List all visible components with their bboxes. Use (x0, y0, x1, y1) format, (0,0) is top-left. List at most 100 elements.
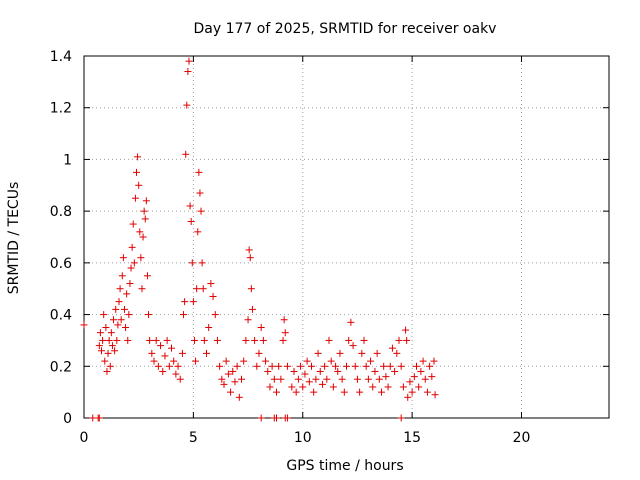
y-axis-label: SRMTID / TECUs (6, 182, 22, 295)
data-point (107, 329, 115, 337)
data-point (395, 336, 403, 344)
data-point (391, 367, 399, 375)
data-point (141, 215, 149, 223)
data-point (222, 357, 230, 365)
data-point (197, 207, 205, 215)
data-point (138, 285, 146, 293)
data-point (227, 388, 235, 396)
data-point (257, 414, 265, 422)
data-point (257, 324, 265, 331)
data-point (255, 349, 263, 357)
data-point (126, 280, 134, 288)
data-point (277, 375, 285, 383)
data-point (95, 342, 103, 350)
data-point (378, 388, 385, 396)
data-point (364, 375, 372, 383)
data-point (248, 305, 256, 313)
data-point (347, 318, 355, 326)
data-point (122, 324, 130, 331)
data-point (419, 357, 427, 365)
data-point (131, 194, 139, 202)
data-point (375, 375, 383, 383)
y-tick-label: 0 (63, 411, 72, 427)
data-point (246, 254, 254, 262)
data-point (207, 280, 215, 288)
data-point (123, 290, 131, 298)
data-point (196, 189, 204, 197)
data-point (224, 370, 232, 378)
data-point (145, 311, 153, 319)
x-tick-label: 0 (80, 430, 89, 446)
data-point (314, 349, 322, 357)
data-point (410, 373, 418, 381)
data-point (259, 336, 267, 344)
data-point (104, 349, 112, 357)
data-point (178, 349, 186, 357)
data-point (388, 344, 396, 352)
data-point (112, 305, 120, 313)
data-point (402, 326, 410, 334)
data-point (310, 388, 318, 396)
data-point (428, 373, 436, 381)
data-point (139, 233, 147, 241)
data-point (200, 336, 208, 344)
data-point (358, 349, 366, 357)
data-point (163, 336, 171, 344)
data-point (220, 380, 228, 388)
data-point (345, 336, 353, 344)
data-point (99, 336, 107, 344)
data-point (279, 336, 287, 344)
data-point (146, 336, 154, 344)
data-point (283, 414, 291, 422)
data-point (199, 285, 207, 293)
data-point (262, 357, 270, 365)
data-point (168, 344, 175, 352)
data-point (404, 393, 412, 401)
data-point (318, 380, 326, 388)
data-point (338, 375, 346, 383)
data-point (327, 357, 335, 365)
data-point (127, 264, 135, 272)
data-point (231, 378, 239, 386)
data-point (349, 342, 357, 350)
data-point (111, 347, 119, 355)
data-point (229, 367, 237, 375)
data-point (152, 336, 160, 344)
x-tick-label: 5 (189, 430, 198, 446)
y-tick-label: 0.6 (50, 256, 72, 272)
data-point (172, 370, 180, 378)
data-point (165, 362, 173, 370)
data-point (321, 362, 329, 370)
data-point (194, 228, 202, 236)
data-point (183, 101, 191, 109)
data-point (128, 243, 136, 251)
data-point (235, 393, 243, 401)
data-point (340, 388, 348, 396)
data-point (240, 357, 248, 365)
data-point (397, 414, 405, 422)
data-point (136, 228, 144, 236)
data-point (356, 388, 364, 396)
data-point (273, 388, 280, 396)
data-point (382, 373, 390, 381)
data-point (253, 362, 261, 370)
data-point (312, 375, 320, 383)
data-point (275, 362, 283, 370)
data-point (399, 383, 407, 391)
y-tick-label: 1.2 (50, 101, 72, 117)
data-point (203, 349, 210, 357)
data-point (431, 391, 439, 399)
data-point (268, 362, 276, 370)
data-point (95, 414, 103, 422)
data-point (119, 254, 127, 262)
data-point (397, 362, 405, 370)
data-point (213, 336, 221, 344)
data-point (188, 259, 196, 267)
data-point (393, 349, 401, 357)
data-point (266, 383, 274, 391)
grid-lines (84, 56, 609, 418)
data-point (384, 383, 392, 391)
data-point (187, 217, 195, 225)
data-point (129, 220, 137, 228)
data-point (290, 367, 298, 375)
